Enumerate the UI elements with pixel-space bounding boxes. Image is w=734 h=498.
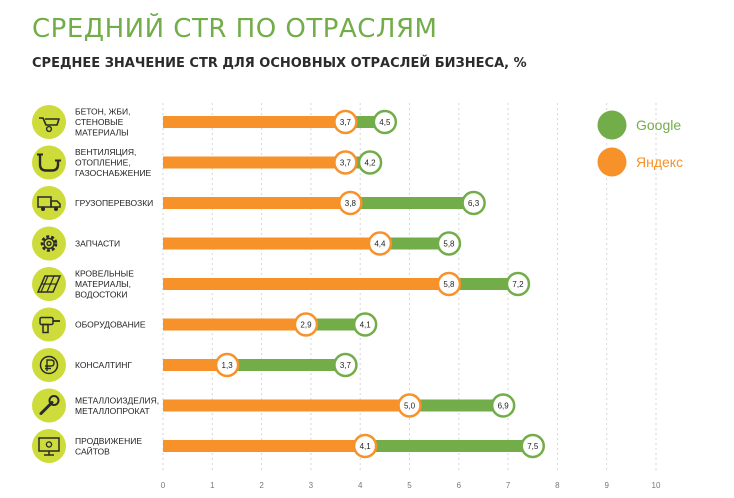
legend-swatch-1: [597, 147, 627, 177]
x-tick-label-7: 7: [506, 481, 511, 490]
yandex-marker-4: [436, 271, 462, 297]
x-tick-label-6: 6: [457, 481, 462, 490]
google-marker-0: [372, 109, 398, 135]
yandex-bar-0: [163, 116, 346, 128]
chart-row-2: ГРУЗОПЕРЕВОЗКИ 6,3 3,8: [32, 186, 486, 220]
category-label-7: МЕТАЛЛОИЗДЕЛИЯ, МЕТАЛЛОПРОКАТ: [75, 395, 159, 416]
yandex-value-label-6: 1,3: [222, 361, 234, 370]
chart-row-0: БЕТОН, ЖБИ, СТЕНОВЫЕ МАТЕРИАЛЫ 4,5 3,7: [32, 105, 398, 139]
yandex-bar-1: [163, 156, 346, 169]
category-label-2: ГРУЗОПЕРЕВОЗКИ: [75, 198, 153, 208]
chart-row-3: ЗАПЧАСТИ 5,8 4,4: [32, 226, 462, 261]
google-marker-1: [357, 150, 383, 175]
legend-label-0: Google: [636, 117, 681, 133]
yandex-marker-7: [397, 393, 422, 418]
google-value-label-5: 4,1: [360, 321, 372, 330]
category-icon-bg-2: [32, 186, 66, 220]
google-marker-5: [352, 312, 378, 337]
google-value-label-4: 7,2: [512, 280, 524, 289]
google-marker-3: [436, 231, 462, 256]
x-tick-label-2: 2: [259, 481, 264, 490]
legend-swatch-0: [597, 110, 627, 140]
yandex-marker-1: [333, 150, 358, 175]
yandex-bar-2: [163, 197, 351, 209]
x-tick-label-9: 9: [604, 481, 609, 490]
chart-row-1: ВЕНТИЛЯЦИЯ, ОТОПЛЕНИЕ, ГАЗОСНАБЖЕНИЕ 4,2 3,7: [32, 145, 383, 180]
yandex-value-label-8: 4,1: [360, 442, 372, 451]
google-marker-6: [333, 352, 358, 378]
x-tick-label-8: 8: [555, 481, 560, 490]
google-marker-2: [461, 190, 486, 216]
yandex-bar-4: [163, 278, 449, 290]
yandex-bar-7: [163, 399, 410, 412]
yandex-marker-3: [367, 231, 393, 256]
category-label-0: БЕТОН, ЖБИ, СТЕНОВЫЕ МАТЕРИАЛЫ: [75, 107, 130, 138]
yandex-value-label-2: 3,8: [345, 199, 357, 208]
x-tick-label-0: 0: [161, 481, 166, 490]
category-label-5: ОБОРУДОВАНИЕ: [75, 320, 146, 330]
google-value-label-8: 7,5: [527, 442, 539, 451]
chart-row-6: КОНСАЛТИНГ 3,7 1,3: [32, 348, 358, 382]
google-value-label-1: 4,2: [364, 159, 376, 168]
google-marker-8: [520, 433, 545, 459]
category-label-3: ЗАПЧАСТИ: [75, 239, 120, 249]
chart-subtitle: СРЕДНЕЕ ЗНАЧЕНИЕ CTR ДЛЯ ОСНОВНЫХ ОТРАСЛ…: [32, 56, 527, 71]
google-value-label-2: 6,3: [468, 199, 480, 208]
category-icon-bg-8: [32, 429, 66, 463]
yandex-marker-8: [352, 433, 378, 459]
category-label-1: ВЕНТИЛЯЦИЯ, ОТОПЛЕНИЕ, ГАЗОСНАБЖЕНИЕ: [75, 147, 152, 178]
category-label-8: ПРОДВИЖЕНИЕ САЙТОВ: [75, 436, 142, 457]
chart-row-4: КРОВЕЛЬНЫЕ МАТЕРИАЛЫ, ВОДОСТОКИ 7,2 5,8: [32, 267, 531, 301]
yandex-marker-2: [338, 190, 363, 216]
x-tick-label-10: 10: [652, 481, 661, 490]
google-value-label-0: 4,5: [379, 118, 391, 127]
category-icon-bg-1: [32, 145, 66, 180]
x-tick-label-5: 5: [407, 481, 412, 490]
google-value-label-3: 5,8: [443, 240, 455, 249]
google-value-label-7: 6,9: [498, 402, 510, 411]
google-value-label-6: 3,7: [340, 361, 352, 370]
category-icon-bg-0: [32, 105, 66, 139]
google-marker-7: [490, 393, 516, 418]
yandex-value-label-4: 5,8: [443, 280, 455, 289]
chart-row-8: ПРОДВИЖЕНИЕ САЙТОВ 7,5 4,1: [32, 429, 545, 463]
google-marker-4: [505, 271, 531, 297]
category-label-6: КОНСАЛТИНГ: [75, 360, 132, 370]
yandex-value-label-3: 4,4: [374, 240, 386, 249]
yandex-value-label-7: 5,0: [404, 402, 416, 411]
category-label-4: КРОВЕЛЬНЫЕ МАТЕРИАЛЫ, ВОДОСТОКИ: [75, 269, 134, 300]
yandex-value-label-5: 2,9: [300, 321, 312, 330]
yandex-value-label-1: 3,7: [340, 159, 352, 168]
yandex-bar-3: [163, 237, 380, 250]
yandex-value-label-0: 3,7: [340, 118, 352, 127]
category-icon-bg-3: [32, 226, 66, 261]
chart-row-7: МЕТАЛЛОИЗДЕЛИЯ, МЕТАЛЛОПРОКАТ 6,9 5,0: [32, 388, 516, 423]
yandex-bar-6: [163, 359, 228, 371]
x-tick-label-1: 1: [210, 481, 215, 490]
legend-label-1: Яндекс: [636, 154, 683, 170]
yandex-bar-8: [163, 440, 366, 452]
x-tick-label-3: 3: [309, 481, 314, 490]
yandex-marker-5: [293, 312, 319, 337]
yandex-marker-0: [333, 109, 358, 135]
yandex-bar-5: [163, 318, 306, 331]
category-icon-bg-6: [32, 348, 66, 382]
yandex-marker-6: [214, 352, 240, 378]
x-tick-label-4: 4: [358, 481, 363, 490]
page-title: СРЕДНИЙ CTR ПО ОТРАСЛЯМ: [32, 14, 438, 44]
chart-row-5: ОБОРУДОВАНИЕ 4,1 2,9: [32, 307, 378, 342]
